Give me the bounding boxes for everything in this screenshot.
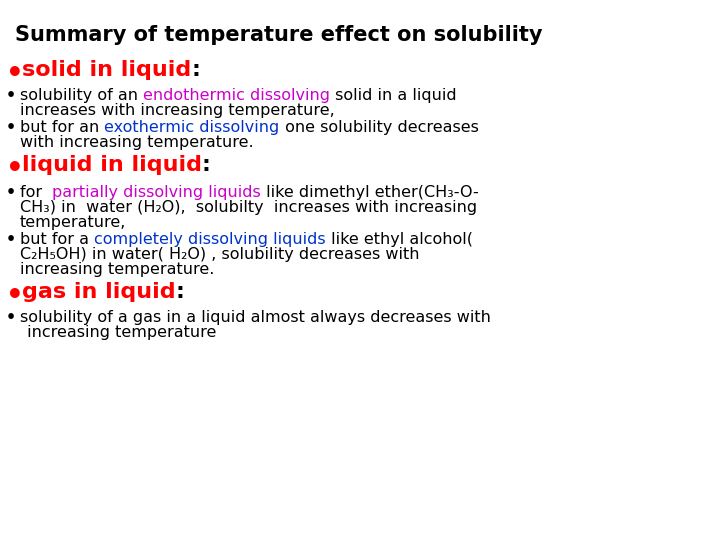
- Text: like ethyl alcohol(: like ethyl alcohol(: [325, 232, 473, 247]
- Text: C₂H₅OH) in water( H₂O) , solubility decreases with: C₂H₅OH) in water( H₂O) , solubility decr…: [20, 247, 420, 262]
- Text: solid in a liquid: solid in a liquid: [330, 88, 456, 103]
- Text: •: •: [6, 232, 16, 247]
- Text: •: •: [6, 185, 16, 200]
- Text: :: :: [202, 155, 211, 175]
- Text: •: •: [6, 310, 16, 325]
- Text: with increasing temperature.: with increasing temperature.: [20, 135, 253, 150]
- Text: •: •: [6, 88, 16, 103]
- Text: :: :: [176, 282, 184, 302]
- Text: partially dissolving liquids: partially dissolving liquids: [53, 185, 261, 200]
- Text: completely dissolving liquids: completely dissolving liquids: [94, 232, 325, 247]
- Text: for: for: [20, 185, 53, 200]
- Text: liquid in liquid: liquid in liquid: [22, 155, 202, 175]
- Text: :: :: [192, 60, 200, 80]
- Text: solubility of an: solubility of an: [20, 88, 143, 103]
- Text: increases with increasing temperature,: increases with increasing temperature,: [20, 103, 335, 118]
- Text: •: •: [6, 282, 24, 310]
- Text: solid in liquid: solid in liquid: [22, 60, 192, 80]
- Text: CH₃) in  water (H₂O),  solubilty  increases with increasing: CH₃) in water (H₂O), solubilty increases…: [20, 200, 477, 215]
- Text: •: •: [6, 60, 24, 88]
- Text: but for an: but for an: [20, 120, 104, 135]
- Text: gas in liquid: gas in liquid: [22, 282, 176, 302]
- Text: like dimethyl ether(CH₃-O-: like dimethyl ether(CH₃-O-: [261, 185, 479, 200]
- Text: exothermic dissolving: exothermic dissolving: [104, 120, 279, 135]
- Text: Summary of temperature effect on solubility: Summary of temperature effect on solubil…: [15, 25, 542, 45]
- Text: increasing temperature: increasing temperature: [22, 325, 217, 340]
- Text: •: •: [6, 120, 16, 135]
- Text: but for a: but for a: [20, 232, 94, 247]
- Text: temperature,: temperature,: [20, 215, 127, 230]
- Text: solubility of a gas in a liquid almost always decreases with: solubility of a gas in a liquid almost a…: [20, 310, 491, 325]
- Text: one solubility decreases: one solubility decreases: [279, 120, 479, 135]
- Text: increasing temperature.: increasing temperature.: [20, 262, 215, 277]
- Text: endothermic dissolving: endothermic dissolving: [143, 88, 330, 103]
- Text: •: •: [6, 155, 24, 183]
